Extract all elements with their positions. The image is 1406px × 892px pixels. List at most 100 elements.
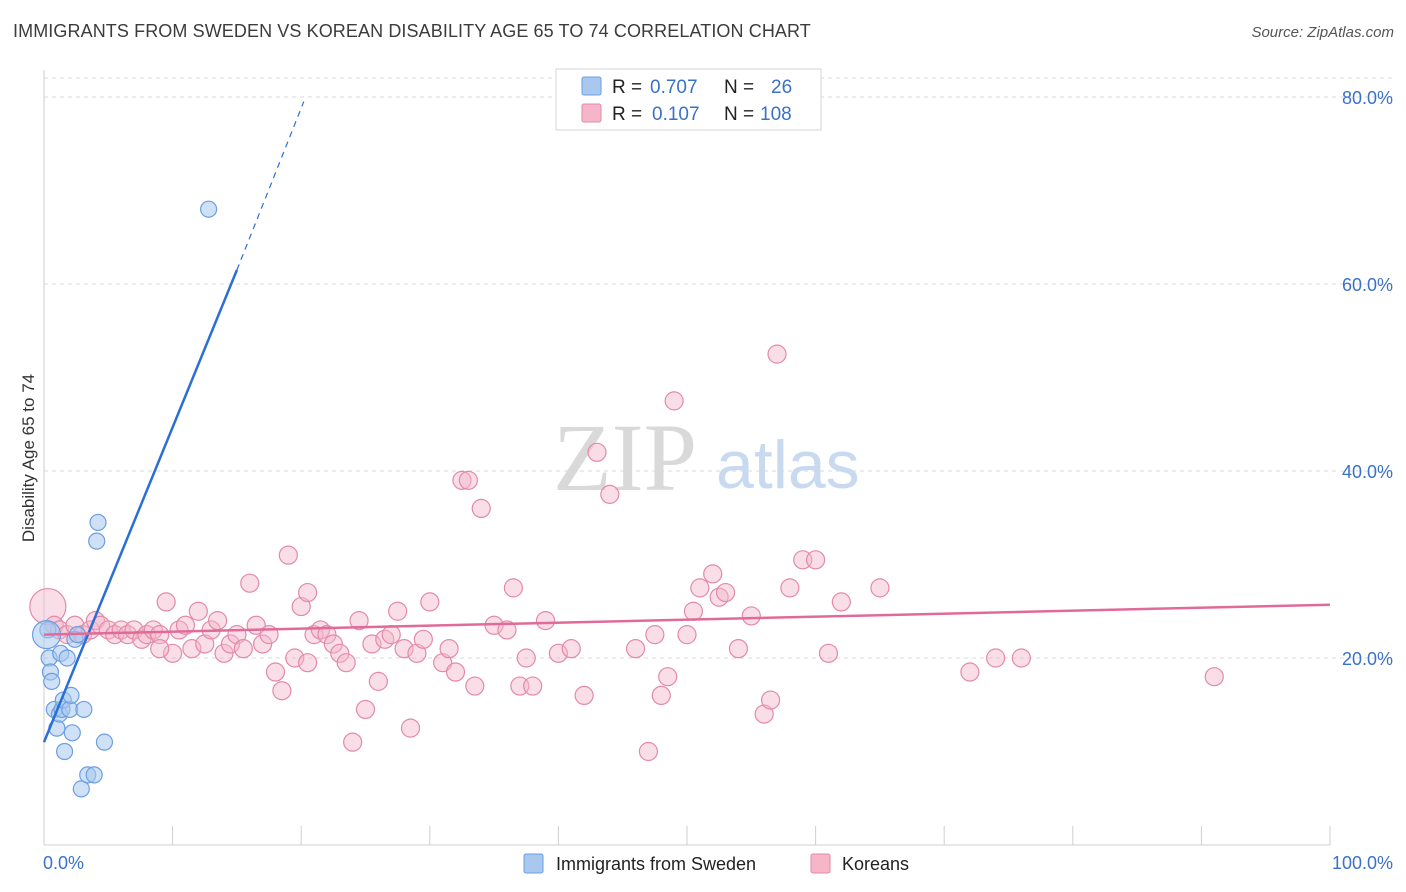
koreans-point: [831, 592, 851, 612]
koreans-point: [163, 643, 183, 663]
koreans-point: [233, 639, 253, 659]
koreans-point: [285, 648, 305, 668]
koreans-point: [175, 615, 196, 635]
sweden-point: [58, 649, 76, 667]
koreans-point: [439, 639, 459, 659]
y-tick-label-80: 80.0%: [1342, 88, 1393, 108]
koreans-point: [703, 564, 723, 584]
stats-legend: R = 0.707 N = 26 R = 0.107 N = 108: [555, 68, 822, 131]
koreans-point: [986, 648, 1006, 668]
y-tick-labels: 20.0% 40.0% 60.0% 80.0%: [1342, 88, 1393, 669]
koreans-point: [291, 596, 311, 617]
koreans-point: [574, 685, 594, 706]
koreans-point: [253, 634, 273, 654]
koreans-point: [658, 667, 678, 687]
trendlines: [42, 101, 1331, 743]
koreans-point: [535, 610, 556, 631]
sweden-point: [55, 742, 74, 761]
koreans-point: [780, 578, 800, 598]
koreans-point: [760, 690, 781, 710]
koreans-point: [561, 639, 581, 659]
koreans-point: [272, 681, 292, 701]
koreans-point: [317, 625, 337, 645]
koreans-point: [503, 578, 523, 598]
koreans-point: [452, 470, 472, 490]
sweden-points: [31, 200, 218, 798]
y-tick-label-20: 20.0%: [1342, 649, 1393, 669]
koreans-point: [1204, 667, 1224, 687]
koreans-point: [445, 662, 466, 682]
koreans-point: [497, 620, 517, 640]
koreans-point: [323, 634, 343, 654]
koreans-point: [728, 639, 749, 659]
koreans-point: [587, 442, 607, 462]
bottom-legend-label-sweden: Immigrants from Sweden: [556, 854, 756, 874]
koreans-point: [150, 639, 170, 659]
legend-n-label-2: N =: [724, 104, 754, 125]
koreans-point: [400, 718, 421, 738]
koreans-point: [349, 610, 369, 631]
legend-n-value-2: 108: [760, 104, 792, 125]
y-tick-label-40: 40.0%: [1342, 462, 1393, 482]
koreans-point: [298, 582, 318, 603]
koreans-point: [870, 578, 890, 598]
legend-r-value-1: 0.707: [650, 77, 698, 98]
koreans-point: [298, 653, 318, 673]
x-ticks: [43, 826, 1331, 845]
sweden-point: [200, 200, 218, 218]
y-tick-label-60: 60.0%: [1342, 275, 1393, 295]
bottom-legend-label-koreans: Koreans: [842, 854, 909, 874]
bottom-legend-swatch-koreans: [810, 853, 831, 874]
koreans-point: [805, 550, 826, 570]
chart-source: Source: ZipAtlas.com: [1251, 24, 1394, 41]
legend-swatch-pink: [581, 103, 602, 123]
koreans-point: [407, 643, 427, 663]
koreans-point: [465, 676, 485, 696]
legend-n-label-1: N =: [724, 77, 754, 98]
koreans-point: [600, 484, 620, 504]
series-legend: Immigrants from Sweden Koreans: [523, 853, 909, 874]
koreans-point: [548, 643, 569, 663]
koreans-point: [818, 643, 839, 663]
koreans-point: [960, 662, 980, 682]
koreans-point: [741, 606, 761, 626]
koreans-point: [715, 582, 736, 603]
watermark-atlas: atlas: [716, 427, 860, 503]
koreans-point: [220, 634, 241, 654]
sweden-trendline: [42, 269, 239, 743]
sweden-point: [43, 672, 61, 690]
sweden-point: [88, 532, 106, 550]
koreans-point: [188, 601, 208, 621]
koreans-point: [690, 578, 710, 598]
koreans-point: [208, 610, 228, 631]
chart-title: IMMIGRANTS FROM SWEDEN VS KOREAN DISABIL…: [13, 21, 811, 41]
watermark: ZIP atlas: [553, 404, 860, 511]
legend-swatch-blue: [581, 76, 602, 96]
koreans-point: [420, 592, 440, 612]
koreans-point: [214, 643, 234, 663]
x-tick-label-min: 0.0%: [43, 853, 84, 873]
koreans-point: [368, 671, 388, 691]
koreans-point: [433, 653, 453, 673]
koreans-point: [754, 704, 774, 724]
koreans-point: [1011, 648, 1031, 668]
koreans-point: [156, 592, 176, 612]
legend-r-value-2: 0.107: [652, 104, 700, 125]
koreans-point: [330, 643, 350, 663]
sweden-point: [72, 780, 90, 798]
legend-n-value-1: 26: [771, 77, 792, 98]
koreans-point: [388, 601, 408, 621]
sweden-point: [89, 513, 107, 532]
koreans-trendline: [43, 603, 1331, 636]
sweden-point: [75, 700, 93, 719]
koreans-point: [343, 732, 363, 752]
koreans-point: [651, 685, 671, 706]
koreans-point: [278, 545, 298, 565]
koreans-point: [645, 625, 665, 645]
sweden-point: [85, 766, 103, 784]
koreans-point: [362, 634, 382, 654]
koreans-point: [625, 639, 646, 659]
sweden-trendline-extension: [236, 101, 305, 271]
sweden-point: [63, 724, 81, 742]
